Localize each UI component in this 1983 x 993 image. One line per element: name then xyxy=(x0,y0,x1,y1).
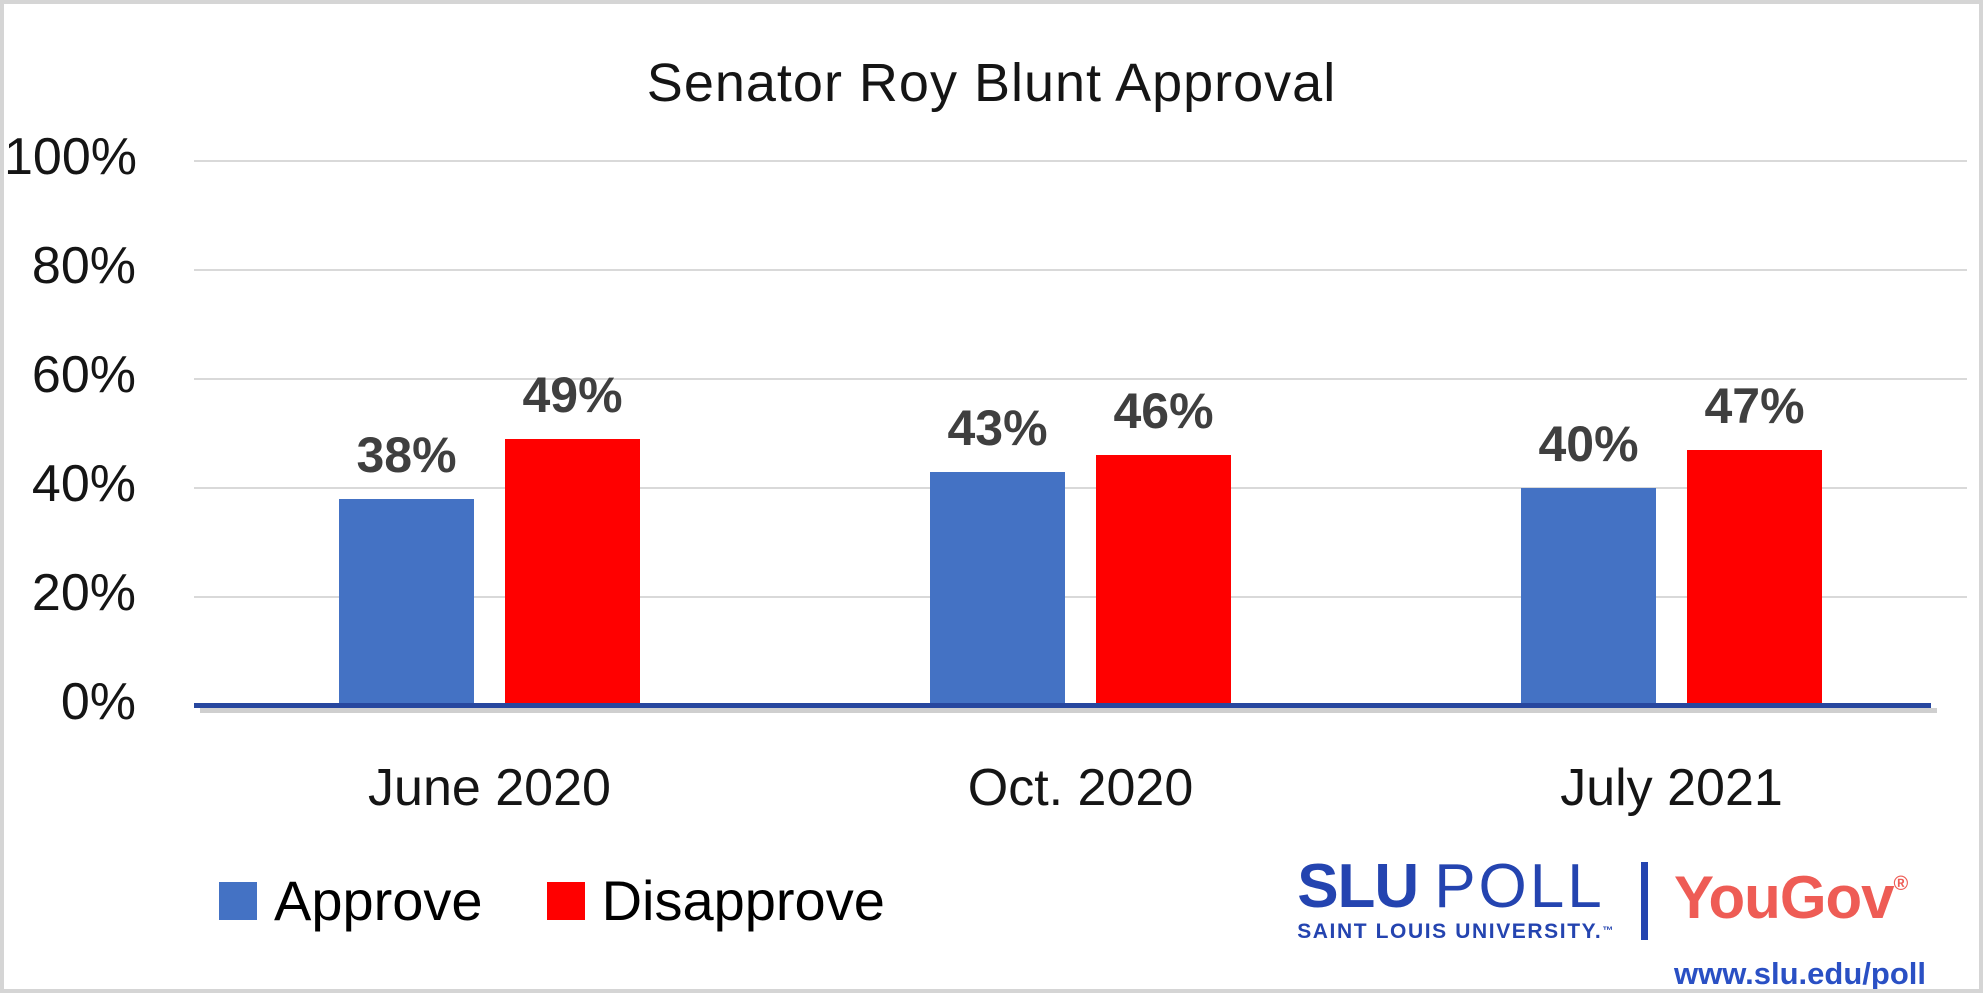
data-label-approve-1: 43% xyxy=(947,399,1048,456)
slu-logo-text: SLU xyxy=(1297,852,1419,921)
data-label-disapprove-0: 49% xyxy=(522,366,623,423)
bar-approve-2 xyxy=(1521,488,1656,706)
data-label-disapprove-1: 46% xyxy=(1113,383,1214,440)
gridline-80 xyxy=(194,269,1967,271)
bar-disapprove-0 xyxy=(505,438,640,706)
legend-item-disapprove: Disapprove xyxy=(546,869,885,932)
legend-label-disapprove: Disapprove xyxy=(601,869,885,932)
gridline-100 xyxy=(194,160,1967,162)
x-axis-line xyxy=(194,703,1931,708)
bar-approve-0 xyxy=(339,498,474,706)
x-tick-label-2: July 2021 xyxy=(1560,759,1783,817)
data-label-disapprove-2: 47% xyxy=(1704,377,1805,434)
y-tick-label-40: 40% xyxy=(31,455,136,513)
bar-approve-1 xyxy=(930,471,1065,706)
slu-subtitle: SAINT LOUIS UNIVERSITY.™ xyxy=(1297,920,1615,943)
yougov-logo: YouGov® www.slu.edu/poll xyxy=(1673,858,1926,991)
x-tick-label-1: Oct. 2020 xyxy=(967,759,1194,817)
brand-separator xyxy=(1640,862,1648,940)
slu-poll-logo: SLU POLL SAINT LOUIS UNIVERSITY.™ xyxy=(1297,852,1615,944)
legend-label-approve: Approve xyxy=(274,869,483,932)
y-tick-label-60: 60% xyxy=(31,346,136,404)
bar-disapprove-1 xyxy=(1096,455,1231,706)
trademark-symbol: ™ xyxy=(1602,925,1615,937)
gridline-60 xyxy=(194,378,1967,380)
legend-item-approve: Approve xyxy=(219,872,483,930)
y-tick-label-100: 100% xyxy=(4,128,137,186)
y-tick-label-20: 20% xyxy=(31,564,136,622)
approve-swatch-icon xyxy=(219,882,257,920)
data-label-approve-2: 40% xyxy=(1538,416,1639,472)
plot-area: 38% 49% 43% 46% 40% 47% xyxy=(194,160,1967,708)
x-tick-label-0: June 2020 xyxy=(368,759,611,817)
legend: Approve Disapprove xyxy=(219,872,885,930)
disapprove-swatch-icon xyxy=(546,882,585,920)
y-tick-label-80: 80% xyxy=(31,237,136,295)
gridline-40 xyxy=(194,487,1967,489)
gridline-20 xyxy=(194,596,1967,598)
yougov-logo-text: YouGov xyxy=(1673,864,1895,931)
poll-url: www.slu.edu/poll xyxy=(1673,956,1926,991)
y-tick-label-0: 0% xyxy=(60,673,136,731)
chart-title: Senator Roy Blunt Approval xyxy=(646,53,1337,113)
data-label-approve-0: 38% xyxy=(356,426,457,483)
bar-disapprove-2 xyxy=(1687,449,1822,706)
branding-block: SLU POLL SAINT LOUIS UNIVERSITY.™ YouGov… xyxy=(1297,852,1926,991)
registered-symbol: ® xyxy=(1893,873,1909,895)
poll-logo-text: POLL xyxy=(1434,852,1605,921)
